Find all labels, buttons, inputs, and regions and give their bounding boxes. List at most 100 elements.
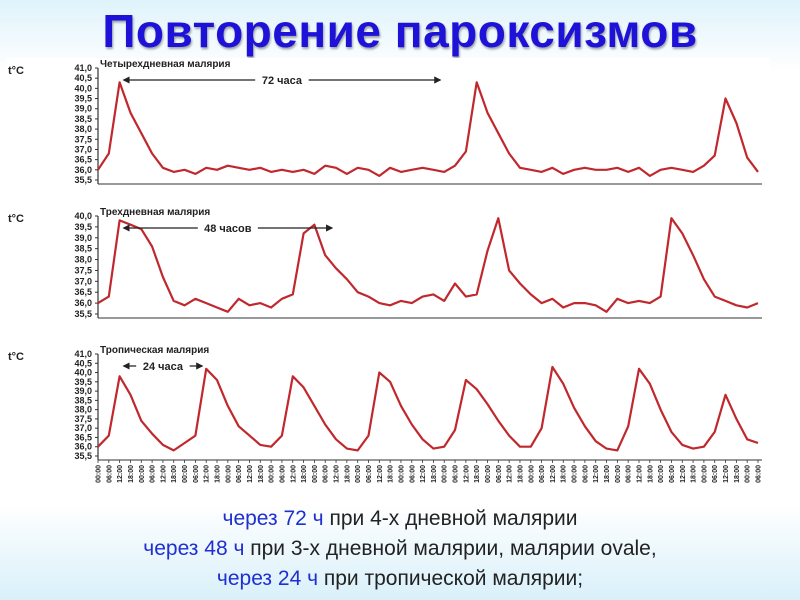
caption-text: при тропической малярии;	[318, 567, 584, 590]
x-tick-label: 00:00	[269, 465, 276, 483]
interval-label: 72 часа	[262, 75, 303, 87]
x-tick-label: 18:00	[734, 465, 741, 483]
y-tick-label: 38,0	[74, 255, 92, 265]
y-tick-label: 40,0	[74, 83, 92, 93]
temperature-curve	[97, 217, 759, 313]
x-tick-label: 06:00	[712, 465, 719, 483]
x-tick-label: 06:00	[453, 465, 460, 483]
x-tick-label: 18:00	[691, 465, 698, 483]
x-tick-label: 18:00	[561, 465, 568, 483]
y-tick-label: 38,5	[74, 114, 92, 124]
y-tick-label: 40,5	[74, 358, 92, 368]
x-tick-label: 00:00	[139, 465, 146, 483]
x-tick-label: 00:00	[658, 465, 665, 483]
y-tick-label: 36,5	[74, 287, 92, 297]
panel-title: Трехдневная малярия	[100, 207, 210, 218]
x-tick-label: 00:00	[485, 465, 492, 483]
y-axis-label: t°C	[8, 213, 24, 225]
x-tick-label: 06:00	[669, 465, 676, 483]
x-tick-label: 00:00	[96, 465, 103, 483]
y-tick-label: 36,0	[74, 165, 92, 175]
y-tick-label: 37,0	[74, 276, 92, 286]
x-tick-label: 00:00	[528, 465, 535, 483]
x-tick-label: 18:00	[518, 465, 525, 483]
x-tick-label: 06:00	[582, 465, 589, 483]
y-tick-label: 39,5	[74, 377, 92, 387]
x-tick-label: 06:00	[236, 465, 243, 483]
y-tick-label: 38,5	[74, 395, 92, 405]
x-tick-label: 12:00	[550, 465, 557, 483]
x-tick-label: 12:00	[637, 465, 644, 483]
x-tick-label: 12:00	[680, 465, 687, 483]
interval-label: 48 часов	[204, 223, 252, 235]
y-tick-label: 35,5	[74, 309, 92, 319]
y-tick-label: 40,5	[74, 73, 92, 83]
panel-title: Тропическая малярия	[100, 345, 209, 356]
x-tick-label: 12:00	[507, 465, 514, 483]
y-tick-label: 39,5	[74, 94, 92, 104]
x-tick-label: 00:00	[355, 465, 362, 483]
x-tick-label: 00:00	[225, 465, 232, 483]
x-tick-label: 12:00	[593, 465, 600, 483]
y-tick-label: 36,0	[74, 442, 92, 452]
panel-title: Четырехдневная малярия	[100, 59, 231, 70]
y-tick-label: 38,5	[74, 244, 92, 254]
x-tick-label: 00:00	[745, 465, 752, 483]
y-tick-label: 39,0	[74, 386, 92, 396]
caption-line-2: через 48 ч при 3-х дневной малярии, маля…	[0, 534, 800, 564]
y-tick-label: 41,0	[74, 349, 92, 359]
x-tick-label: 06:00	[106, 465, 113, 483]
y-tick-label: 37,5	[74, 134, 92, 144]
x-tick-label: 12:00	[377, 465, 384, 483]
x-tick-label: 12:00	[463, 465, 470, 483]
x-tick-label: 00:00	[182, 465, 189, 483]
x-tick-label: 18:00	[647, 465, 654, 483]
chart-area: t°C Четырехдневная малярия 41,0 40,5 40,0 39,…	[6, 58, 770, 498]
x-tick-label: 06:00	[279, 465, 286, 483]
x-tick-label: 18:00	[301, 465, 308, 483]
x-tick-label: 12:00	[117, 465, 124, 483]
x-tick-label: 06:00	[539, 465, 546, 483]
x-tick-label: 12:00	[420, 465, 427, 483]
y-axis-label: t°C	[8, 65, 24, 77]
x-tick-label: 18:00	[344, 465, 351, 483]
x-tick-label: 06:00	[150, 465, 157, 483]
captions: через 72 ч при 4-х дневной малярии через…	[0, 504, 800, 594]
caption-text: при 3-х дневной малярии, малярии ovale,	[244, 537, 657, 560]
caption-interval: через 72 ч	[222, 507, 324, 530]
x-tick-label: 18:00	[474, 465, 481, 483]
y-tick-label: 37,0	[74, 423, 92, 433]
y-tick-label: 35,5	[74, 175, 92, 185]
x-tick-label: 00:00	[572, 465, 579, 483]
x-tick-label: 12:00	[723, 465, 730, 483]
slide-title: Повторение пароксизмов	[102, 5, 698, 57]
x-tick-label: 06:00	[193, 465, 200, 483]
y-tick-label: 37,5	[74, 414, 92, 424]
interval-label-bg	[255, 72, 309, 86]
interval-label: 24 часа	[143, 361, 184, 373]
y-tick-label: 39,5	[74, 222, 92, 232]
x-tick-label: 12:00	[290, 465, 297, 483]
x-tick-label: 18:00	[171, 465, 178, 483]
x-tick-label: 00:00	[312, 465, 319, 483]
x-tick-label: 12:00	[334, 465, 341, 483]
x-tick-label: 00:00	[399, 465, 406, 483]
caption-interval: через 24 ч	[216, 567, 319, 590]
x-tick-label: 06:00	[366, 465, 373, 483]
x-tick-label: 12:00	[204, 465, 211, 483]
x-tick-label: 12:00	[160, 465, 167, 483]
x-tick-label: 06:00	[626, 465, 633, 483]
y-tick-label: 36,5	[74, 155, 92, 165]
x-tick-label: 06:00	[323, 465, 330, 483]
y-tick-label: 39,0	[74, 104, 92, 114]
caption-interval: через 48 ч	[143, 537, 245, 560]
y-tick-label: 37,0	[74, 144, 92, 154]
interval-label-bg	[136, 358, 190, 372]
interval-label-bg	[197, 220, 258, 234]
y-tick-label: 38,0	[74, 405, 92, 415]
y-tick-label: 41,0	[74, 63, 92, 73]
x-tick-label: 06:00	[496, 465, 503, 483]
y-tick-label: 37,5	[74, 265, 92, 275]
y-tick-label: 38,0	[74, 124, 92, 134]
